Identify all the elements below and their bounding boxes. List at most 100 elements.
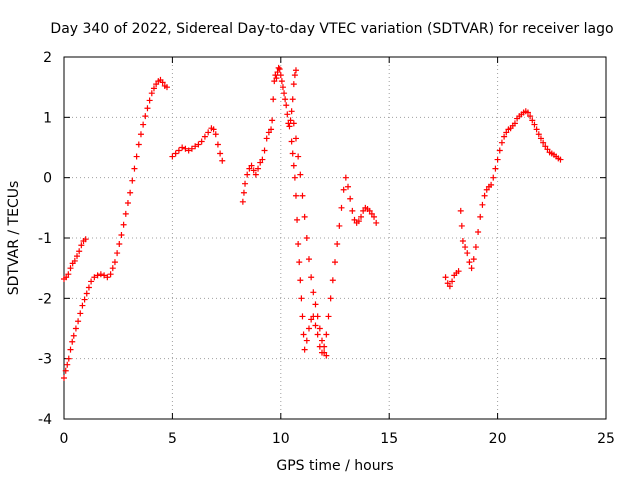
- data-point: [120, 221, 127, 228]
- data-point: [373, 219, 380, 226]
- data-point: [305, 256, 312, 263]
- data-point: [464, 250, 471, 257]
- data-point: [492, 165, 499, 172]
- data-point: [466, 259, 473, 266]
- data-point: [272, 72, 279, 79]
- data-point: [455, 268, 462, 275]
- data-point: [303, 337, 310, 344]
- y-tick-label: -1: [38, 231, 52, 247]
- data-point: [124, 200, 131, 207]
- data-point: [308, 274, 315, 281]
- data-point: [71, 257, 78, 264]
- data-point: [182, 145, 189, 152]
- data-point: [527, 113, 534, 120]
- data-point: [498, 139, 505, 146]
- data-point: [297, 171, 304, 178]
- data-point: [299, 192, 306, 199]
- data-point: [287, 117, 294, 124]
- data-point: [239, 198, 246, 205]
- x-axis-label: GPS time / hours: [276, 458, 393, 474]
- x-tick-label: 15: [380, 431, 398, 447]
- data-point: [299, 313, 306, 320]
- data-points: [61, 64, 564, 381]
- data-point: [185, 147, 192, 154]
- data-point: [282, 96, 289, 103]
- y-tick-label: 0: [43, 171, 52, 187]
- data-point: [544, 146, 551, 153]
- y-tick-label: -4: [38, 412, 52, 428]
- data-point: [472, 244, 479, 251]
- data-point: [75, 318, 82, 325]
- data-point: [298, 295, 305, 302]
- data-point: [279, 84, 286, 91]
- data-point: [122, 210, 129, 217]
- data-point: [323, 331, 330, 338]
- data-point: [321, 343, 328, 350]
- data-point: [312, 301, 319, 308]
- data-point: [329, 277, 336, 284]
- data-point: [142, 113, 149, 120]
- data-point: [458, 222, 465, 229]
- data-point: [72, 325, 79, 332]
- data-point: [481, 192, 488, 199]
- data-point: [483, 186, 490, 193]
- data-point: [150, 85, 157, 92]
- data-point: [67, 265, 74, 272]
- data-point: [290, 120, 297, 127]
- data-point: [297, 277, 304, 284]
- y-axis-label: SDTVAR / TECUs: [6, 181, 22, 296]
- data-point: [557, 156, 564, 163]
- data-point: [109, 265, 116, 272]
- data-point: [533, 126, 540, 133]
- data-point: [303, 235, 310, 241]
- data-point: [310, 289, 317, 296]
- data-point: [214, 141, 221, 148]
- data-point: [137, 131, 144, 138]
- data-point: [97, 271, 104, 278]
- data-point: [457, 207, 464, 214]
- data-point: [192, 143, 199, 150]
- data-point: [81, 296, 88, 303]
- data-point: [74, 253, 81, 260]
- data-point: [285, 120, 292, 127]
- data-point: [195, 141, 202, 148]
- data-point: [240, 189, 247, 196]
- data-point: [91, 274, 98, 281]
- data-point: [107, 271, 114, 278]
- data-point: [255, 165, 262, 172]
- data-point: [291, 174, 298, 181]
- data-point: [470, 256, 477, 263]
- data-point: [281, 90, 288, 97]
- data-point: [368, 210, 375, 217]
- data-point: [159, 79, 166, 86]
- data-point: [268, 126, 275, 133]
- x-tick-labels: 0 5 10 15 20 25: [60, 431, 615, 447]
- data-point: [131, 165, 138, 172]
- data-point: [349, 207, 356, 214]
- data-point: [133, 153, 140, 160]
- data-point: [277, 72, 284, 79]
- data-point: [477, 213, 484, 220]
- x-tick-label: 0: [60, 431, 69, 447]
- data-point: [323, 352, 330, 359]
- data-point: [210, 126, 217, 133]
- plot-frame: [63, 56, 607, 420]
- data-point: [242, 180, 249, 187]
- data-point: [537, 135, 544, 142]
- data-point: [295, 153, 302, 160]
- data-point: [250, 167, 257, 174]
- data-point: [524, 109, 531, 116]
- data-point: [314, 331, 321, 338]
- data-point: [179, 144, 186, 151]
- data-point: [475, 228, 482, 235]
- data-point: [294, 216, 301, 223]
- data-point: [366, 207, 373, 214]
- data-point: [494, 156, 501, 163]
- data-point: [291, 72, 298, 79]
- data-point: [292, 67, 299, 74]
- data-point: [292, 192, 299, 199]
- data-point: [503, 129, 510, 136]
- data-point: [263, 135, 270, 142]
- data-point: [449, 278, 456, 285]
